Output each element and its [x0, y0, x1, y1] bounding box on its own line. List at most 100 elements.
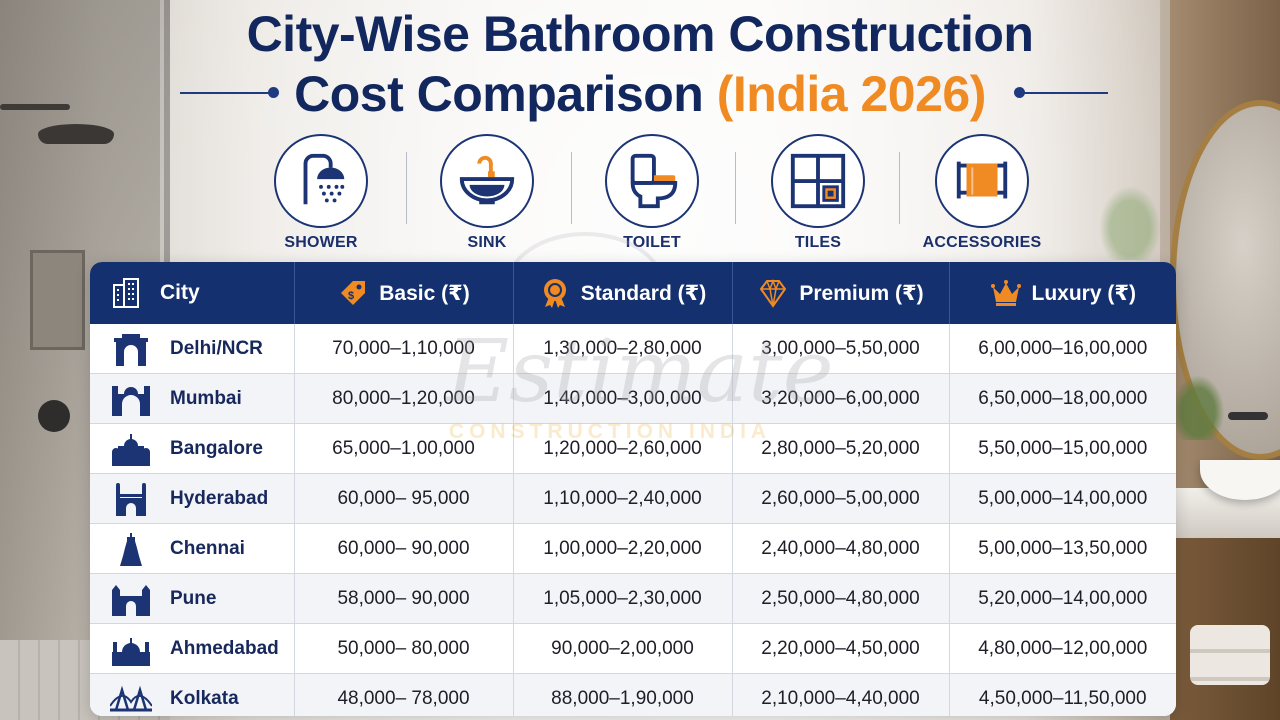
- table-row-ahmedabad: Ahmedabad 50,000– 80,000 90,000–2,00,000…: [90, 623, 1176, 674]
- premium-cost: 3,00,000–5,50,000: [732, 324, 950, 374]
- header-city-label: City: [160, 281, 200, 304]
- tiles-icon: [790, 153, 846, 209]
- luxury-cost: 4,50,000–11,50,000: [978, 687, 1147, 709]
- tiles-icon-circle: [771, 134, 865, 228]
- sink-icon: [459, 155, 515, 205]
- background-towels: [1190, 625, 1270, 685]
- city-name: Mumbai: [170, 387, 242, 409]
- basic-cost: 70,000–1,10,000: [294, 324, 514, 374]
- title-rule-dot-right: [1014, 87, 1025, 98]
- standard-cost: 1,20,000–2,60,000: [513, 423, 733, 474]
- background-shower-head: [38, 124, 114, 144]
- basic-cost: 65,000–1,00,000: [294, 423, 514, 474]
- accessories-icon-circle: [935, 134, 1029, 228]
- city-name: Bangalore: [170, 437, 263, 459]
- howrah-bridge-icon: [110, 685, 152, 711]
- feature-shower: SHOWER: [251, 134, 391, 252]
- shower-icon-circle: [274, 134, 368, 228]
- feature-sink: SINK: [417, 134, 557, 252]
- city-cell: Pune: [90, 573, 295, 624]
- city-cell: Bangalore: [90, 423, 295, 474]
- header-standard-label: Standard (₹): [580, 281, 707, 305]
- table-row-kolkata: Kolkata 48,000– 78,000 88,000–1,90,000 2…: [90, 673, 1176, 716]
- title-rule-left: [180, 92, 270, 94]
- towel-rack-icon: [956, 161, 1008, 199]
- crown-icon: [990, 280, 1021, 306]
- luxury-cost: 6,00,000–16,00,000: [978, 337, 1148, 359]
- city-name: Kolkata: [170, 687, 239, 709]
- shower-label: SHOWER: [284, 234, 358, 251]
- basic-cost: 60,000– 90,000: [294, 523, 514, 574]
- basic-cost: 60,000– 95,000: [294, 473, 514, 524]
- vidhana-soudha-icon: [112, 433, 150, 466]
- cost-comparison-table: City $ Basic (₹): [90, 262, 1176, 716]
- luxury-cost: 5,00,000–14,00,000: [978, 487, 1148, 509]
- premium-cost: 2,20,000–4,50,000: [732, 623, 950, 674]
- luxury-cost: 5,20,000–14,00,000: [978, 587, 1148, 609]
- premium-cost: 2,50,000–4,80,000: [732, 573, 950, 624]
- city-cell: Delhi/NCR: [90, 324, 295, 374]
- shower-icon: [303, 153, 345, 205]
- header-luxury: Luxury (₹): [949, 262, 1176, 324]
- sink-icon-circle: [440, 134, 534, 228]
- title-main-text: Cost Comparison: [294, 66, 704, 122]
- header-premium-label: Premium (₹): [799, 281, 924, 305]
- feature-accessories: ACCESSORIES: [912, 134, 1052, 252]
- header-basic-label: Basic (₹): [379, 281, 470, 305]
- header-basic: $ Basic (₹): [294, 262, 514, 324]
- background-plant-small: [1168, 370, 1228, 440]
- basic-cost: 80,000–1,20,000: [294, 373, 514, 424]
- page-title-line1: City-Wise Bathroom Construction: [246, 6, 1034, 62]
- city-cell: Chennai: [90, 523, 295, 574]
- india-gate-icon: [114, 333, 148, 366]
- background-faucet: [1228, 412, 1268, 420]
- header-premium: Premium (₹): [732, 262, 950, 324]
- header-city: City: [90, 262, 295, 324]
- toilet-icon-circle: [605, 134, 699, 228]
- table-row-mumbai: Mumbai 80,000–1,20,000 1,40,000–3,00,000…: [90, 373, 1176, 424]
- page-title-line2: Cost Comparison (India 2026): [0, 66, 1280, 122]
- city-cell: Mumbai: [90, 373, 295, 424]
- svg-text:$: $: [348, 290, 354, 302]
- premium-cost: 2,40,000–4,80,000: [732, 523, 950, 574]
- icon-separator: [735, 152, 736, 224]
- temple-gopuram-icon: [120, 532, 142, 566]
- accessories-label: ACCESSORIES: [922, 234, 1042, 251]
- luxury-cost: 4,80,000–12,00,000: [978, 637, 1148, 659]
- toilet-label: TOILET: [623, 234, 681, 251]
- basic-cost: 48,000– 78,000: [294, 673, 514, 716]
- standard-cost: 90,000–2,00,000: [513, 623, 733, 674]
- gateway-of-india-icon: [112, 385, 150, 416]
- mosque-icon: [112, 637, 150, 666]
- award-badge-icon: [543, 279, 566, 308]
- background-wall-niche: [30, 250, 85, 350]
- tiles-label: TILES: [794, 234, 842, 251]
- icon-separator: [571, 152, 572, 224]
- city-name: Delhi/NCR: [170, 337, 263, 359]
- shaniwar-wada-icon: [112, 584, 150, 616]
- standard-cost: 1,00,000–2,20,000: [513, 523, 733, 574]
- building-icon: [113, 278, 139, 308]
- table-row-bangalore: Bangalore 65,000–1,00,000 1,20,000–2,60,…: [90, 423, 1176, 474]
- feature-tiles: TILES: [748, 134, 888, 252]
- background-shower-valve: [38, 400, 70, 432]
- standard-cost: 88,000–1,90,000: [513, 673, 733, 716]
- sink-label: SINK: [467, 234, 507, 251]
- city-name: Ahmedabad: [170, 637, 279, 659]
- city-cell: Kolkata: [90, 673, 295, 716]
- price-tag-icon: $: [341, 281, 366, 305]
- city-cell: Ahmedabad: [90, 623, 295, 674]
- standard-cost: 1,05,000–2,30,000: [513, 573, 733, 624]
- city-name: Hyderabad: [170, 487, 269, 509]
- header-standard: Standard (₹): [513, 262, 733, 324]
- charminar-icon: [116, 482, 146, 516]
- standard-cost: 1,30,000–2,80,000: [513, 324, 733, 374]
- standard-cost: 1,10,000–2,40,000: [513, 473, 733, 524]
- table-row-hyderabad: Hyderabad 60,000– 95,000 1,10,000–2,40,0…: [90, 473, 1176, 524]
- background-shower-arm: [0, 104, 70, 110]
- table-row-pune: Pune 58,000– 90,000 1,05,000–2,30,000 2,…: [90, 573, 1176, 624]
- toilet-icon: [630, 153, 678, 209]
- basic-cost: 58,000– 90,000: [294, 573, 514, 624]
- table-header-row: City $ Basic (₹): [90, 262, 1176, 324]
- icon-separator: [899, 152, 900, 224]
